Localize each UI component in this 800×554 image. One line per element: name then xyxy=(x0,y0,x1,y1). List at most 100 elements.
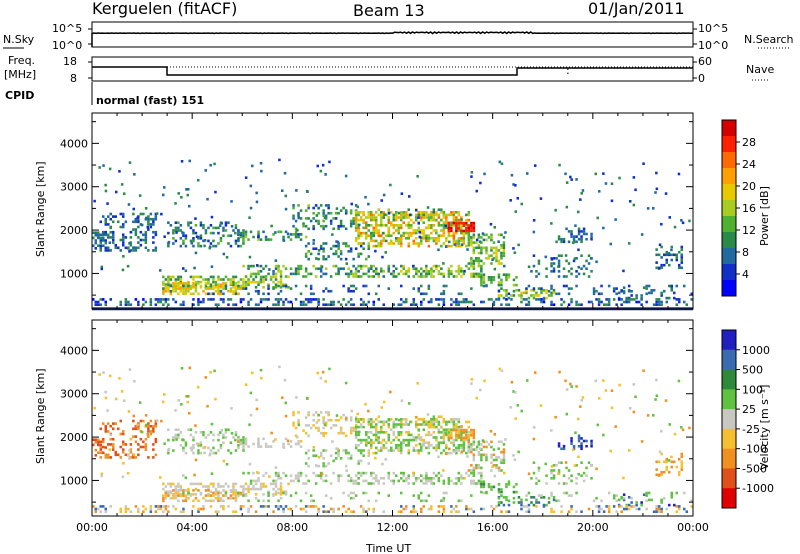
power-cell xyxy=(397,237,400,240)
power-cell xyxy=(109,226,112,230)
power-cell xyxy=(99,303,102,307)
power-cell xyxy=(114,246,117,250)
power-cell xyxy=(297,204,300,207)
velocity-cell xyxy=(442,433,446,437)
velocity-cell xyxy=(192,446,195,450)
velocity-cell xyxy=(467,443,471,446)
velocity-cell xyxy=(562,444,566,448)
power-cell xyxy=(99,220,102,224)
power-cell xyxy=(440,211,443,214)
velocity-cell xyxy=(420,438,423,442)
power-cell xyxy=(387,226,390,230)
velocity-cell xyxy=(492,485,496,489)
velocity-cell xyxy=(387,423,390,426)
power-cell xyxy=(367,216,370,219)
power-cell xyxy=(324,267,328,271)
power-cell xyxy=(187,289,190,293)
velocity-cell xyxy=(555,464,558,467)
velocity-cell xyxy=(597,510,601,514)
velocity-cell xyxy=(234,449,238,452)
velocity-cell xyxy=(412,449,415,452)
velocity-cell xyxy=(227,496,230,500)
velocity-cell xyxy=(244,440,248,443)
velocity-cell xyxy=(294,491,298,495)
power-cell xyxy=(219,224,222,227)
velocity-cell xyxy=(427,479,431,483)
velocity-cell xyxy=(244,494,248,497)
power-cell xyxy=(234,289,238,293)
power-cell xyxy=(284,275,288,278)
power-cell xyxy=(268,268,271,271)
velocity-cell xyxy=(444,452,448,456)
power-cell xyxy=(287,275,290,279)
velocity-cell xyxy=(367,423,370,426)
power-cell xyxy=(387,231,390,235)
freq-tick-high: 18 xyxy=(63,55,77,68)
velocity-cell xyxy=(174,491,178,495)
power-cell xyxy=(222,284,225,288)
velocity-cell xyxy=(212,485,215,488)
power-cell xyxy=(460,221,463,225)
power-cell xyxy=(257,235,260,239)
power-cell xyxy=(462,224,466,228)
velocity-cell xyxy=(302,482,305,485)
power-cell xyxy=(381,231,385,235)
power-cell xyxy=(497,294,501,297)
power-cell xyxy=(269,238,273,241)
power-cell xyxy=(417,222,420,225)
power-cell xyxy=(102,233,105,237)
power-cell xyxy=(526,172,529,175)
power-cell xyxy=(430,226,433,230)
power-cell xyxy=(128,250,131,253)
power-cell xyxy=(505,298,508,301)
power-cell xyxy=(249,280,253,284)
velocity-cell xyxy=(392,449,395,452)
nsky-series xyxy=(91,31,694,47)
power-cell xyxy=(329,211,333,215)
power-cell xyxy=(174,300,178,304)
power-cell xyxy=(678,298,681,301)
power-cell xyxy=(500,233,503,237)
velocity-cell xyxy=(122,448,125,451)
velocity-cell xyxy=(294,505,298,508)
power-cell xyxy=(442,298,446,301)
velocity-cell xyxy=(365,491,368,495)
power-cell xyxy=(405,270,408,273)
velocity-cell xyxy=(259,487,263,491)
power-cell xyxy=(665,258,668,262)
power-cell xyxy=(675,258,678,262)
power-cell xyxy=(452,234,456,238)
power-cell xyxy=(329,300,333,304)
velocity-cell xyxy=(455,451,458,455)
velocity-cell xyxy=(450,479,453,483)
velocity-cell xyxy=(527,503,531,507)
power-cell xyxy=(452,216,456,219)
colorbar-swatch xyxy=(722,488,736,509)
velocity-cell xyxy=(347,507,350,511)
power-cell xyxy=(227,278,230,281)
power-cell xyxy=(425,264,428,268)
velocity-cell xyxy=(405,507,408,511)
velocity-colorbar-title: Velocity [m s⁻¹] xyxy=(758,385,771,470)
velocity-cell xyxy=(354,446,358,450)
power-cell xyxy=(390,221,393,225)
velocity-cell xyxy=(347,474,350,478)
power-cell xyxy=(460,275,463,278)
velocity-cell xyxy=(204,489,208,492)
power-cell xyxy=(162,193,165,197)
power-cell xyxy=(673,291,676,295)
velocity-cell xyxy=(374,456,377,460)
power-cell xyxy=(420,216,423,219)
freq-label-line1: Freq. xyxy=(8,54,35,67)
velocity-cell xyxy=(618,383,621,387)
velocity-cell xyxy=(540,496,543,499)
velocity-cell xyxy=(570,442,573,445)
power-cell xyxy=(279,278,283,281)
power-cell xyxy=(540,298,543,301)
velocity-cell xyxy=(182,510,185,514)
power-cell xyxy=(552,267,556,271)
power-cell xyxy=(174,221,178,225)
power-cell xyxy=(445,218,448,222)
power-cell xyxy=(575,178,578,181)
